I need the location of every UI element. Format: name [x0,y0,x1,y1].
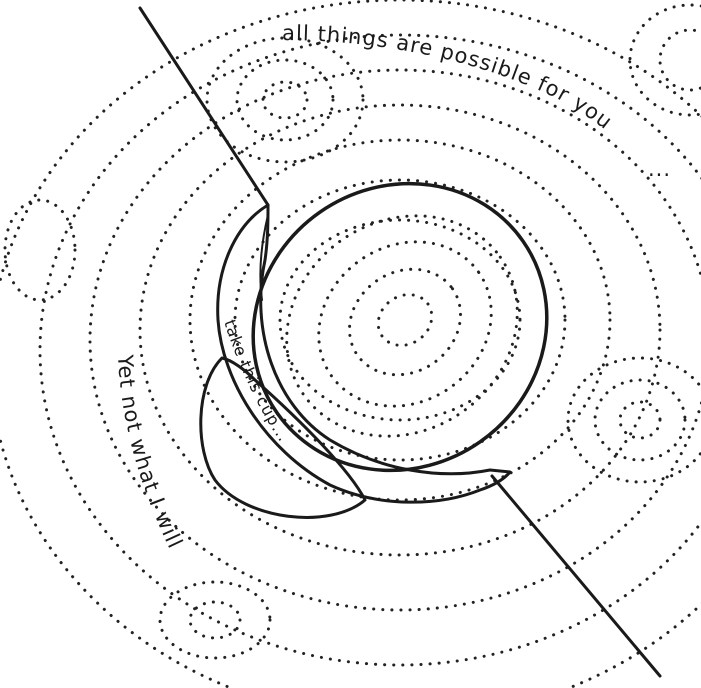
caption-cup-path: take this cup... [220,317,293,445]
caption-left-path: Yet not what I will [113,353,187,553]
caption-left: Yet not what I will [113,353,188,553]
cup [199,181,549,519]
caption-top-path: all things are possible for you [282,21,616,134]
caption-cup: take this cup... [220,317,294,445]
diagonal-line [138,6,662,678]
caption-top-ellipsis: ... [648,157,671,181]
caption-top: all things are possible for you [282,21,617,134]
cup-inner-swirl [285,214,519,438]
